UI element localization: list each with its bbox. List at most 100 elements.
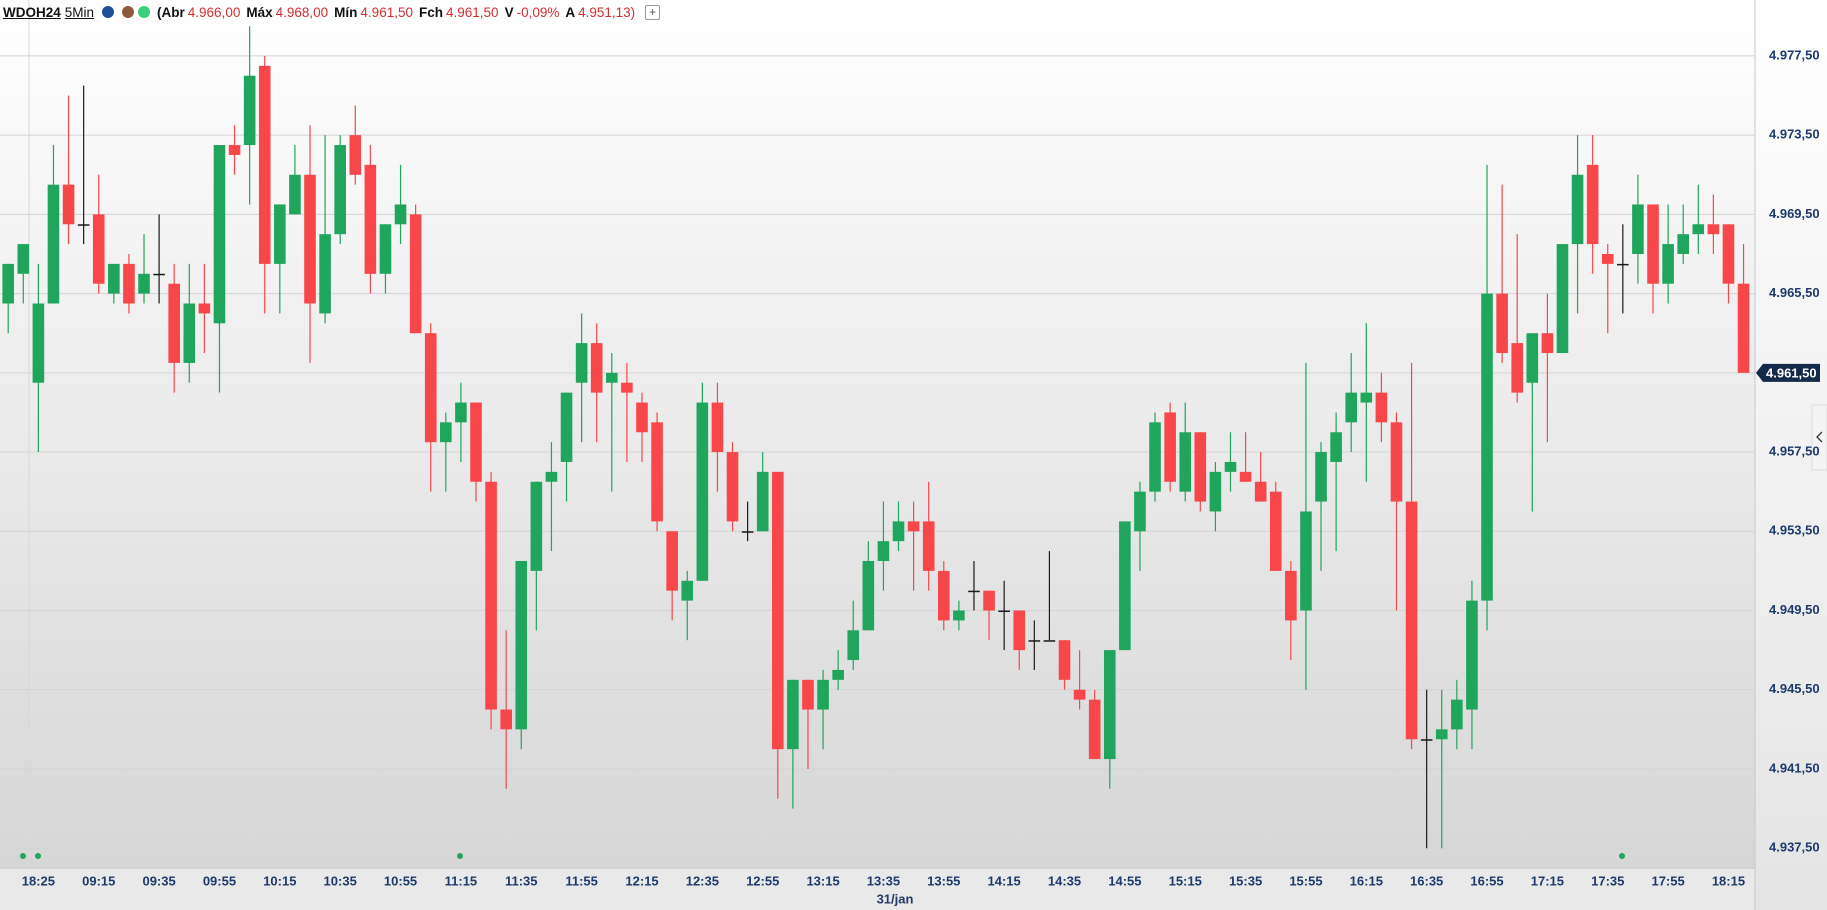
candle-body: [681, 580, 694, 601]
candle-body: [108, 263, 120, 294]
candle-body: [862, 560, 875, 631]
symbol[interactable]: WDOH24: [3, 4, 61, 20]
x-tick-label: 15:35: [1229, 873, 1262, 888]
candle-body: [1647, 204, 1659, 284]
event-marker[interactable]: [35, 853, 41, 859]
candle-body: [334, 145, 346, 235]
y-tick-label: 4.937,50: [1769, 840, 1820, 855]
candle-body: [1028, 640, 1041, 642]
x-tick-label: 11:55: [565, 873, 598, 888]
field-value: 4.966,00: [187, 4, 241, 20]
candle-body: [1285, 570, 1297, 621]
collapse-icon[interactable]: [1816, 431, 1823, 443]
candle-body: [470, 402, 482, 482]
event-marker[interactable]: [457, 853, 463, 859]
candle-body: [1239, 471, 1252, 482]
candle-body: [183, 303, 196, 363]
candle-body: [409, 214, 422, 334]
candle-body: [500, 709, 512, 730]
chart-header: WDOH24 5Min (Abr 4.966,00 Máx 4.968,00 Mín 4.…: [3, 3, 661, 21]
add-button[interactable]: +: [645, 4, 661, 20]
candle-body: [1451, 699, 1463, 730]
candle-body: [92, 214, 105, 284]
candle-body: [907, 521, 920, 532]
candle-body: [424, 333, 437, 443]
field-value: -0,09%: [516, 4, 560, 20]
side-panel-tab[interactable]: [1811, 404, 1827, 471]
field-label: Mín: [334, 4, 358, 20]
x-tick-label: 12:15: [625, 873, 658, 888]
y-tick-label: 4.973,50: [1769, 127, 1820, 142]
x-tick-label: 15:15: [1169, 873, 1202, 888]
x-tick-label: 10:55: [384, 873, 417, 888]
x-tick-label: 12:35: [686, 873, 719, 888]
last-price-box: [1756, 363, 1820, 382]
candle-body: [922, 521, 935, 571]
candle-body: [1390, 422, 1403, 502]
x-tick-label: 14:55: [1108, 873, 1141, 888]
x-tick-label: 15:55: [1289, 873, 1322, 888]
event-marker[interactable]: [1619, 853, 1625, 859]
candle-body: [1315, 452, 1327, 502]
candle-body: [168, 283, 180, 363]
x-tick-label: 11:35: [505, 873, 538, 888]
candle-body: [77, 224, 90, 226]
candle-body: [1601, 253, 1614, 264]
candle-body: [1149, 422, 1161, 492]
candle-body: [1420, 739, 1433, 741]
y-tick-label: 4.957,50: [1769, 443, 1820, 458]
candle-body: [1345, 392, 1358, 423]
candle-body: [545, 471, 558, 482]
candle-body: [1617, 263, 1629, 266]
candle-body: [696, 402, 709, 581]
candle-body: [1692, 224, 1705, 235]
x-tick-label: 09:55: [203, 873, 236, 888]
candle-body: [1632, 204, 1644, 254]
icon[interactable]: [138, 6, 151, 18]
candle-body: [1481, 293, 1493, 601]
field-label: A: [565, 4, 576, 20]
candle-body: [802, 679, 814, 710]
candle-body: [756, 471, 769, 532]
candle-body: [1058, 640, 1071, 680]
candle-body: [485, 481, 497, 710]
candle-body: [530, 481, 543, 571]
candle-body: [198, 303, 211, 314]
y-tick-label: 4.969,50: [1769, 206, 1820, 221]
candle-body: [394, 204, 407, 225]
candle-body: [153, 273, 165, 276]
x-tick-label: 12:55: [746, 873, 779, 888]
candle-body: [1254, 481, 1267, 502]
candle-body: [1179, 432, 1192, 492]
candle-body: [123, 263, 135, 304]
candle-body: [47, 184, 60, 304]
candle-body: [1571, 174, 1584, 245]
candle-body: [304, 174, 316, 304]
candle-body: [1209, 471, 1222, 512]
y-tick-label: 4.977,50: [1769, 47, 1820, 62]
icon[interactable]: [102, 6, 115, 18]
candle-body: [1073, 689, 1086, 700]
x-tick-label: 16:15: [1350, 873, 1383, 888]
candle-body: [1300, 511, 1312, 611]
candle-body: [2, 263, 15, 304]
icon[interactable]: [122, 6, 135, 18]
field-label: Máx: [246, 4, 273, 20]
x-tick-label: 18:15: [1712, 873, 1745, 888]
event-marker[interactable]: [20, 853, 26, 859]
candle-body: [771, 471, 784, 750]
field-label: (Abr: [157, 4, 185, 20]
candle-body: [666, 531, 678, 591]
x-tick-label: 16:55: [1470, 873, 1503, 888]
candle-body: [1043, 640, 1056, 642]
field-label: V: [504, 4, 514, 20]
interval[interactable]: 5Min: [64, 4, 95, 20]
candle-body: [590, 343, 603, 393]
y-tick-label: 4.965,50: [1769, 285, 1820, 300]
candle-body: [1511, 343, 1524, 393]
date-label: 31/jan: [877, 891, 914, 906]
candle-body: [32, 303, 45, 383]
candle-body: [319, 234, 331, 314]
